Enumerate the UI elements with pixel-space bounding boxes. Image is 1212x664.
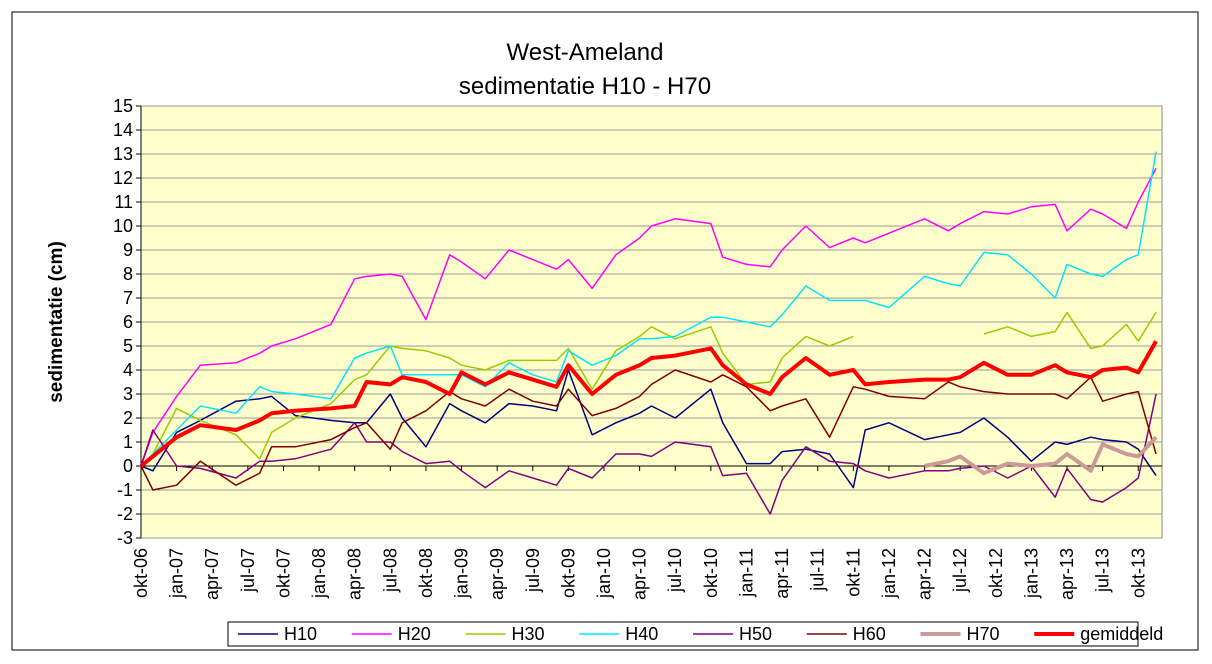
legend-label: gemiddeld — [1080, 624, 1163, 644]
series-line — [140, 311, 1157, 467]
series-line — [139, 340, 1158, 468]
chart-title: West-Ameland — [507, 39, 664, 66]
y-axis-label: sedimentatie (cm) — [46, 241, 67, 403]
series-line — [140, 369, 1157, 489]
x-tick-label: apr-11 — [772, 548, 792, 599]
x-tick-label: jul-07 — [238, 548, 258, 593]
legend-label: H20 — [398, 624, 431, 644]
legend-label: H40 — [625, 624, 658, 644]
y-tick-label: 14 — [113, 120, 133, 140]
x-tick-label: jul-09 — [523, 548, 543, 593]
x-tick-label: jul-08 — [380, 548, 400, 593]
y-tick-label: 6 — [123, 312, 133, 332]
y-tick-label: 10 — [113, 216, 133, 236]
legend-label: H70 — [967, 624, 1000, 644]
legend-label: H60 — [853, 624, 886, 644]
y-tick-label: 8 — [123, 264, 133, 284]
chart-subtitle: sedimentatie H10 - H70 — [459, 73, 711, 100]
x-tick-label: apr-10 — [630, 548, 650, 600]
series-line — [140, 393, 1157, 515]
y-tick-label: 0 — [123, 456, 133, 476]
series-line — [924, 435, 1158, 476]
y-tick-label: 15 — [113, 96, 133, 116]
x-tick-label: jul-12 — [950, 548, 970, 593]
y-tick-label: 2 — [123, 408, 133, 428]
x-tick-label: apr-08 — [345, 548, 365, 600]
x-tick-label: jan-11 — [736, 548, 756, 598]
x-tick-label: okt-13 — [1128, 548, 1148, 598]
y-tick-label: 11 — [114, 192, 133, 212]
y-tick-label: 7 — [123, 288, 133, 308]
y-tick-label: 12 — [113, 168, 133, 188]
x-tick-label: jul-10 — [665, 548, 685, 593]
x-tick-label: jan-08 — [309, 548, 329, 599]
x-tick-label: okt-09 — [558, 548, 578, 598]
y-tick-label: -2 — [117, 504, 133, 524]
y-tick-label: 13 — [113, 144, 133, 164]
y-tick-label: -3 — [117, 528, 133, 548]
x-tick-label: okt-08 — [416, 548, 436, 598]
x-tick-label: jul-11 — [808, 548, 828, 592]
x-tick-label: apr-09 — [487, 548, 507, 600]
y-tick-label: 4 — [123, 360, 133, 380]
legend-label: H50 — [739, 624, 772, 644]
y-tick-label: 1 — [123, 432, 133, 452]
legend-label: H10 — [284, 624, 317, 644]
x-tick-label: okt-11 — [843, 548, 863, 597]
x-tick-label: jan-07 — [167, 548, 187, 599]
x-tick-label: okt-07 — [273, 548, 293, 598]
x-tick-label: apr-07 — [202, 548, 222, 600]
series-line — [140, 369, 1157, 491]
y-tick-label: 5 — [123, 336, 133, 356]
y-tick-label: -1 — [117, 480, 133, 500]
series-line — [140, 168, 1157, 467]
x-tick-label: jan-10 — [594, 548, 614, 599]
x-tick-label: apr-13 — [1057, 548, 1077, 600]
x-tick-label: okt-06 — [131, 548, 151, 598]
x-tick-label: apr-12 — [915, 548, 935, 600]
x-tick-label: jan-12 — [879, 548, 899, 599]
legend-label: H30 — [512, 624, 545, 644]
x-tick-label: okt-10 — [701, 548, 721, 598]
series-line — [140, 151, 1157, 467]
x-tick-label: jan-13 — [1021, 548, 1041, 599]
x-tick-label: jan-09 — [452, 548, 472, 599]
x-tick-label: jul-13 — [1093, 548, 1113, 593]
y-tick-label: 3 — [123, 384, 133, 404]
x-tick-label: okt-12 — [986, 548, 1006, 598]
y-tick-label: 9 — [123, 240, 133, 260]
